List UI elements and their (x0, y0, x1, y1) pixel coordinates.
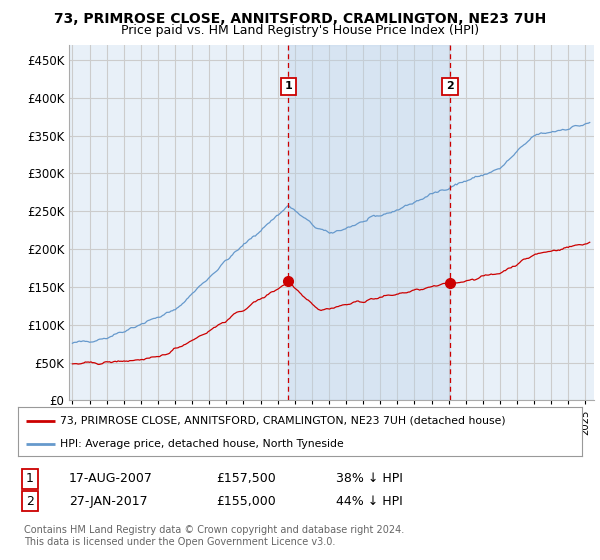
Text: 17-AUG-2007: 17-AUG-2007 (69, 472, 153, 486)
Text: 1: 1 (284, 81, 292, 91)
Text: 1: 1 (26, 472, 34, 486)
Text: 2: 2 (446, 81, 454, 91)
Bar (289, 45, 450, 400)
Text: Contains HM Land Registry data © Crown copyright and database right 2024.
This d: Contains HM Land Registry data © Crown c… (24, 525, 404, 547)
Text: £155,000: £155,000 (216, 494, 276, 508)
Text: 27-JAN-2017: 27-JAN-2017 (69, 494, 148, 508)
Text: £157,500: £157,500 (216, 472, 276, 486)
Text: 73, PRIMROSE CLOSE, ANNITSFORD, CRAMLINGTON, NE23 7UH: 73, PRIMROSE CLOSE, ANNITSFORD, CRAMLING… (54, 12, 546, 26)
Text: HPI: Average price, detached house, North Tyneside: HPI: Average price, detached house, Nort… (60, 439, 344, 449)
Text: 38% ↓ HPI: 38% ↓ HPI (336, 472, 403, 486)
Text: 44% ↓ HPI: 44% ↓ HPI (336, 494, 403, 508)
Text: Price paid vs. HM Land Registry's House Price Index (HPI): Price paid vs. HM Land Registry's House … (121, 24, 479, 36)
Text: 73, PRIMROSE CLOSE, ANNITSFORD, CRAMLINGTON, NE23 7UH (detached house): 73, PRIMROSE CLOSE, ANNITSFORD, CRAMLING… (60, 416, 506, 426)
Text: 2: 2 (26, 494, 34, 508)
